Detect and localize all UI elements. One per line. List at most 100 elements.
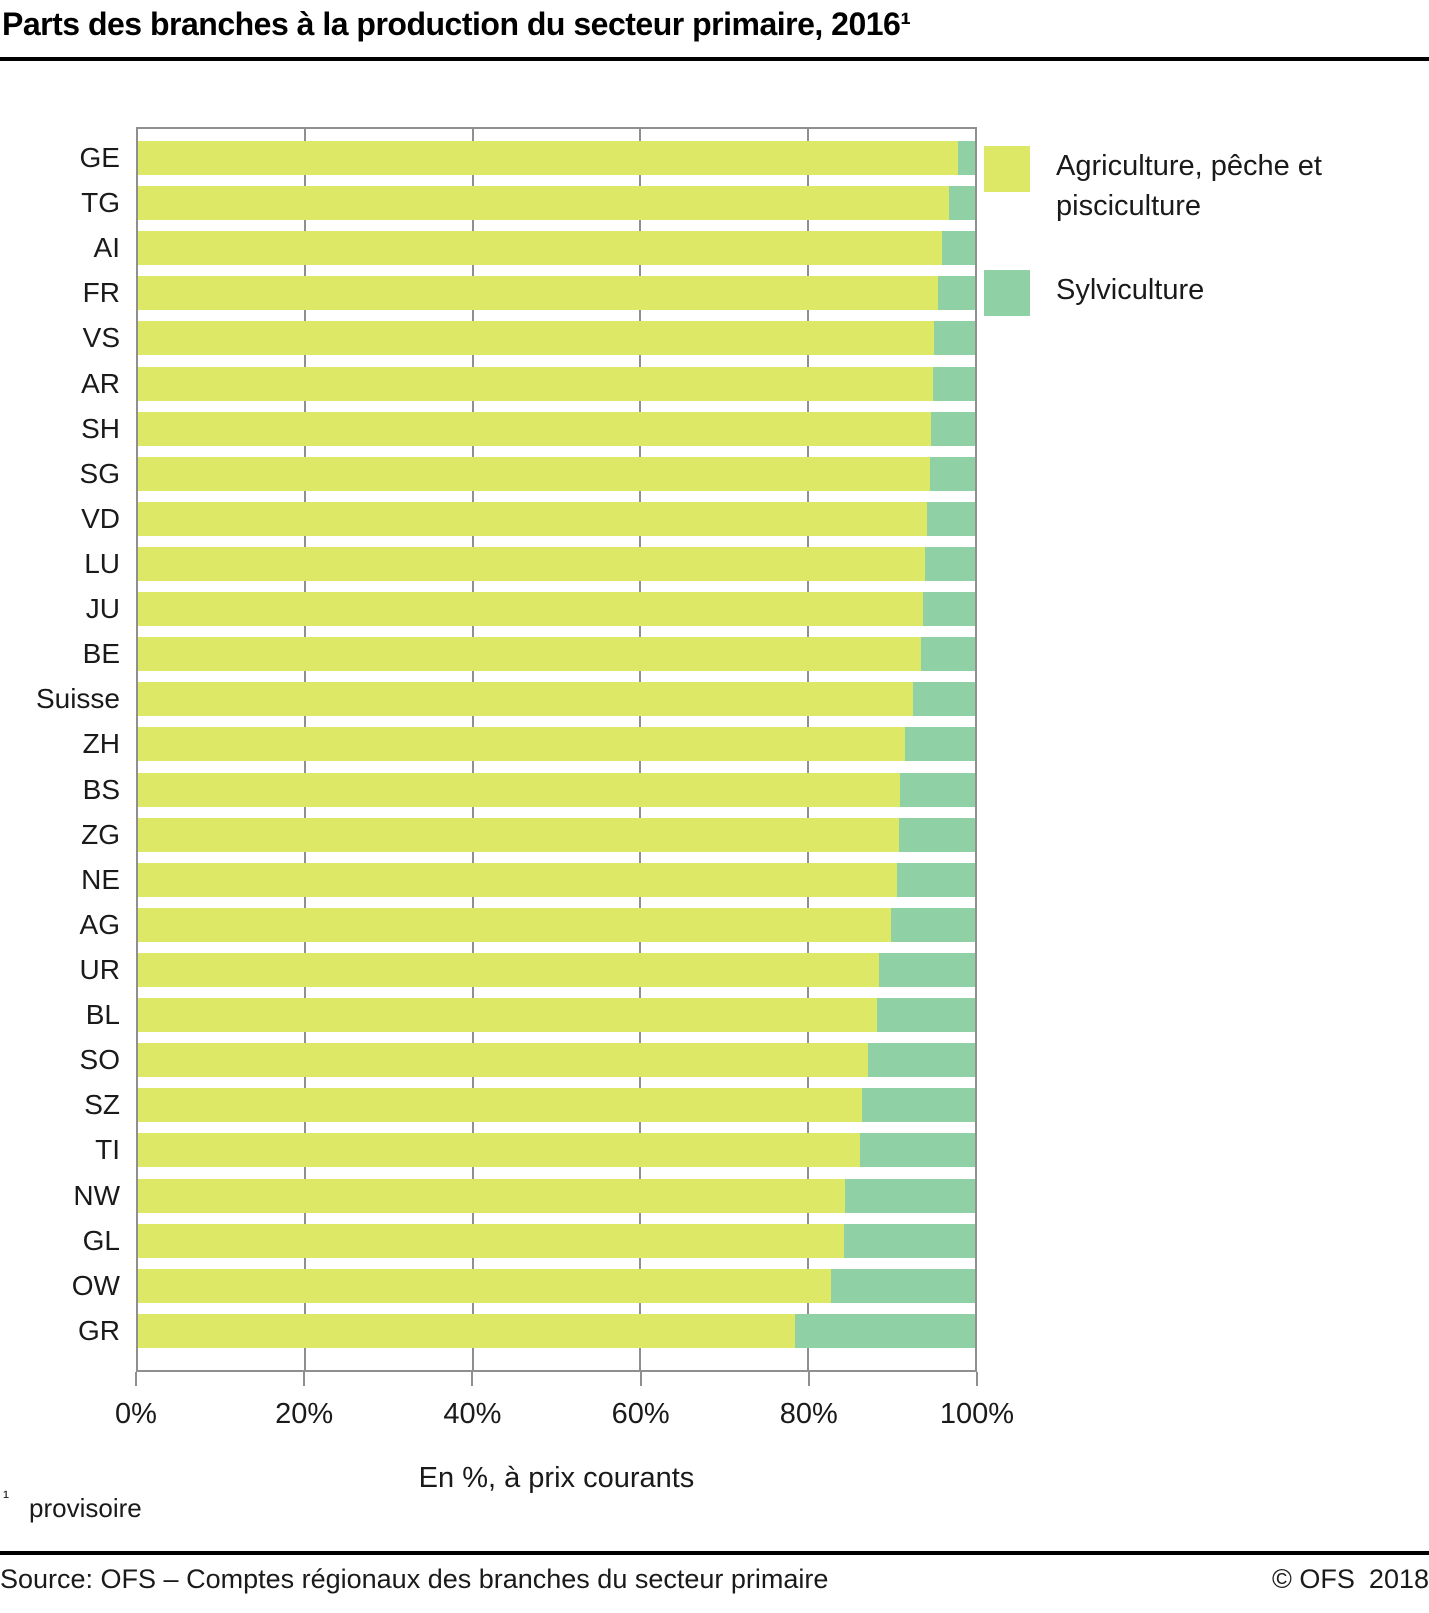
- bar-segment-sylviculture: [949, 186, 975, 221]
- y-axis-label-sz: SZ: [84, 1089, 120, 1121]
- bar-bs: [138, 772, 975, 807]
- y-axis-label-ow: OW: [71, 1269, 120, 1301]
- bar-sg: [138, 456, 975, 491]
- footnote-text: provisoire: [29, 1493, 142, 1523]
- bar-ai: [138, 231, 975, 266]
- bar-gl: [138, 1223, 975, 1258]
- footer-source: Source: OFS – Comptes régionaux des bran…: [0, 1564, 829, 1594]
- bar-segment-agriculture-p-che-et-pisciculture: [138, 1178, 846, 1213]
- bar-segment-sylviculture: [938, 276, 975, 311]
- bar-segment-sylviculture: [923, 592, 975, 627]
- bar-segment-sylviculture: [831, 1268, 975, 1303]
- bar-segment-agriculture-p-che-et-pisciculture: [138, 1088, 862, 1123]
- bar-segment-agriculture-p-che-et-pisciculture: [138, 637, 921, 672]
- y-axis-label-tg: TG: [81, 187, 120, 219]
- bar-be: [138, 637, 975, 672]
- bar-segment-agriculture-p-che-et-pisciculture: [138, 907, 892, 942]
- x-axis-tick-40: [471, 1372, 474, 1386]
- bar-segment-sylviculture: [933, 366, 975, 401]
- y-axis-label-ne: NE: [81, 863, 120, 895]
- x-axis-ticks: [135, 1372, 978, 1386]
- bar-row-zg: [138, 817, 975, 863]
- legend-swatch-agriculture-p-che-et-pisciculture: [984, 146, 1030, 192]
- legend-label-agriculture-p-che-et-pisciculture: Agriculture, pêche et pisciculture: [1056, 150, 1322, 222]
- bar-row-gr: [138, 1313, 975, 1359]
- bar-ar: [138, 366, 975, 401]
- bar-segment-agriculture-p-che-et-pisciculture: [138, 817, 899, 852]
- footer: Source: OFS – Comptes régionaux des bran…: [0, 1564, 1429, 1595]
- bar-segment-sylviculture: [877, 998, 975, 1033]
- bar-vd: [138, 501, 975, 536]
- bar-sh: [138, 411, 975, 446]
- bar-segment-sylviculture: [933, 321, 975, 356]
- x-axis-tick-label-0: 0%: [115, 1398, 157, 1430]
- y-axis-label-ar: AR: [81, 367, 120, 399]
- y-axis-labels: GE TG AI FR VS AR SH SG VD LU JU BE Suisse ZH BS ZG NE AG…: [0, 141, 120, 1359]
- x-axis-tick-60: [639, 1372, 642, 1386]
- bar-segment-agriculture-p-che-et-pisciculture: [138, 682, 914, 717]
- bar-ur: [138, 952, 975, 987]
- bar-row-vs: [138, 321, 975, 366]
- bar-segment-sylviculture: [904, 727, 975, 762]
- bar-row-sh: [138, 411, 975, 457]
- legend-label-sylviculture: Sylviculture: [1056, 274, 1205, 306]
- bar-suisse: [138, 682, 975, 717]
- bar-row-zh: [138, 727, 975, 772]
- legend-item-sylviculture: Sylviculture: [984, 270, 1404, 316]
- bar-segment-agriculture-p-che-et-pisciculture: [138, 592, 924, 627]
- bar-segment-agriculture-p-che-et-pisciculture: [138, 1223, 845, 1258]
- bar-segment-agriculture-p-che-et-pisciculture: [138, 1043, 868, 1078]
- bar-segment-sylviculture: [878, 952, 975, 987]
- bar-nw: [138, 1178, 975, 1213]
- bar-segment-sylviculture: [862, 1088, 975, 1123]
- bar-segment-agriculture-p-che-et-pisciculture: [138, 772, 900, 807]
- bar-row-ag: [138, 907, 975, 953]
- bar-row-ur: [138, 952, 975, 998]
- y-axis-label-fr: FR: [82, 277, 120, 309]
- y-axis-label-nw: NW: [73, 1179, 120, 1211]
- legend: Agriculture, pêche et pisciculture Sylvic…: [984, 146, 1404, 316]
- bar-lu: [138, 546, 975, 581]
- footer-year: 2018: [1368, 1564, 1429, 1594]
- bar-ne: [138, 862, 975, 897]
- y-axis-label-sg: SG: [79, 457, 120, 489]
- bar-row-ju: [138, 592, 975, 637]
- bar-segment-agriculture-p-che-et-pisciculture: [138, 186, 950, 221]
- bar-segment-agriculture-p-che-et-pisciculture: [138, 321, 934, 356]
- bar-ow: [138, 1268, 975, 1303]
- bar-row-ar: [138, 366, 975, 412]
- footnote-marker: ¹: [3, 1487, 9, 1507]
- bar-segment-sylviculture: [913, 682, 975, 717]
- x-axis-tick-100: [976, 1372, 978, 1386]
- bar-row-sz: [138, 1088, 975, 1133]
- y-axis-label-suisse: Suisse: [35, 683, 120, 715]
- footer-copyright: © OFS: [1272, 1564, 1355, 1594]
- bar-row-sg: [138, 456, 975, 502]
- bar-segment-agriculture-p-che-et-pisciculture: [138, 456, 930, 491]
- bar-segment-sylviculture: [929, 456, 975, 491]
- bar-row-nw: [138, 1178, 975, 1224]
- bar-segment-sylviculture: [845, 1178, 975, 1213]
- bar-gr: [138, 1313, 975, 1348]
- y-axis-label-vs: VS: [82, 322, 120, 354]
- bar-segment-sylviculture: [931, 411, 975, 446]
- bar-zh: [138, 727, 975, 762]
- footnote: ¹ provisoire: [3, 1487, 142, 1524]
- bar-segment-agriculture-p-che-et-pisciculture: [138, 366, 934, 401]
- y-axis-label-sh: SH: [81, 412, 120, 444]
- bar-fr: [138, 276, 975, 311]
- footer-rule: [0, 1551, 1429, 1555]
- y-axis-label-ai: AI: [93, 232, 120, 264]
- bar-sz: [138, 1088, 975, 1123]
- bar-segment-sylviculture: [924, 546, 975, 581]
- bar-segment-agriculture-p-che-et-pisciculture: [138, 1133, 861, 1168]
- bar-row-fr: [138, 276, 975, 321]
- bar-ti: [138, 1133, 975, 1168]
- bar-row-vd: [138, 501, 975, 547]
- legend-item-agriculture-p-che-et-pisciculture: Agriculture, pêche et pisciculture: [984, 146, 1404, 226]
- bar-segment-agriculture-p-che-et-pisciculture: [138, 411, 932, 446]
- y-axis-label-ur: UR: [79, 953, 120, 985]
- y-axis-label-gr: GR: [78, 1314, 120, 1346]
- bar-so: [138, 1043, 975, 1078]
